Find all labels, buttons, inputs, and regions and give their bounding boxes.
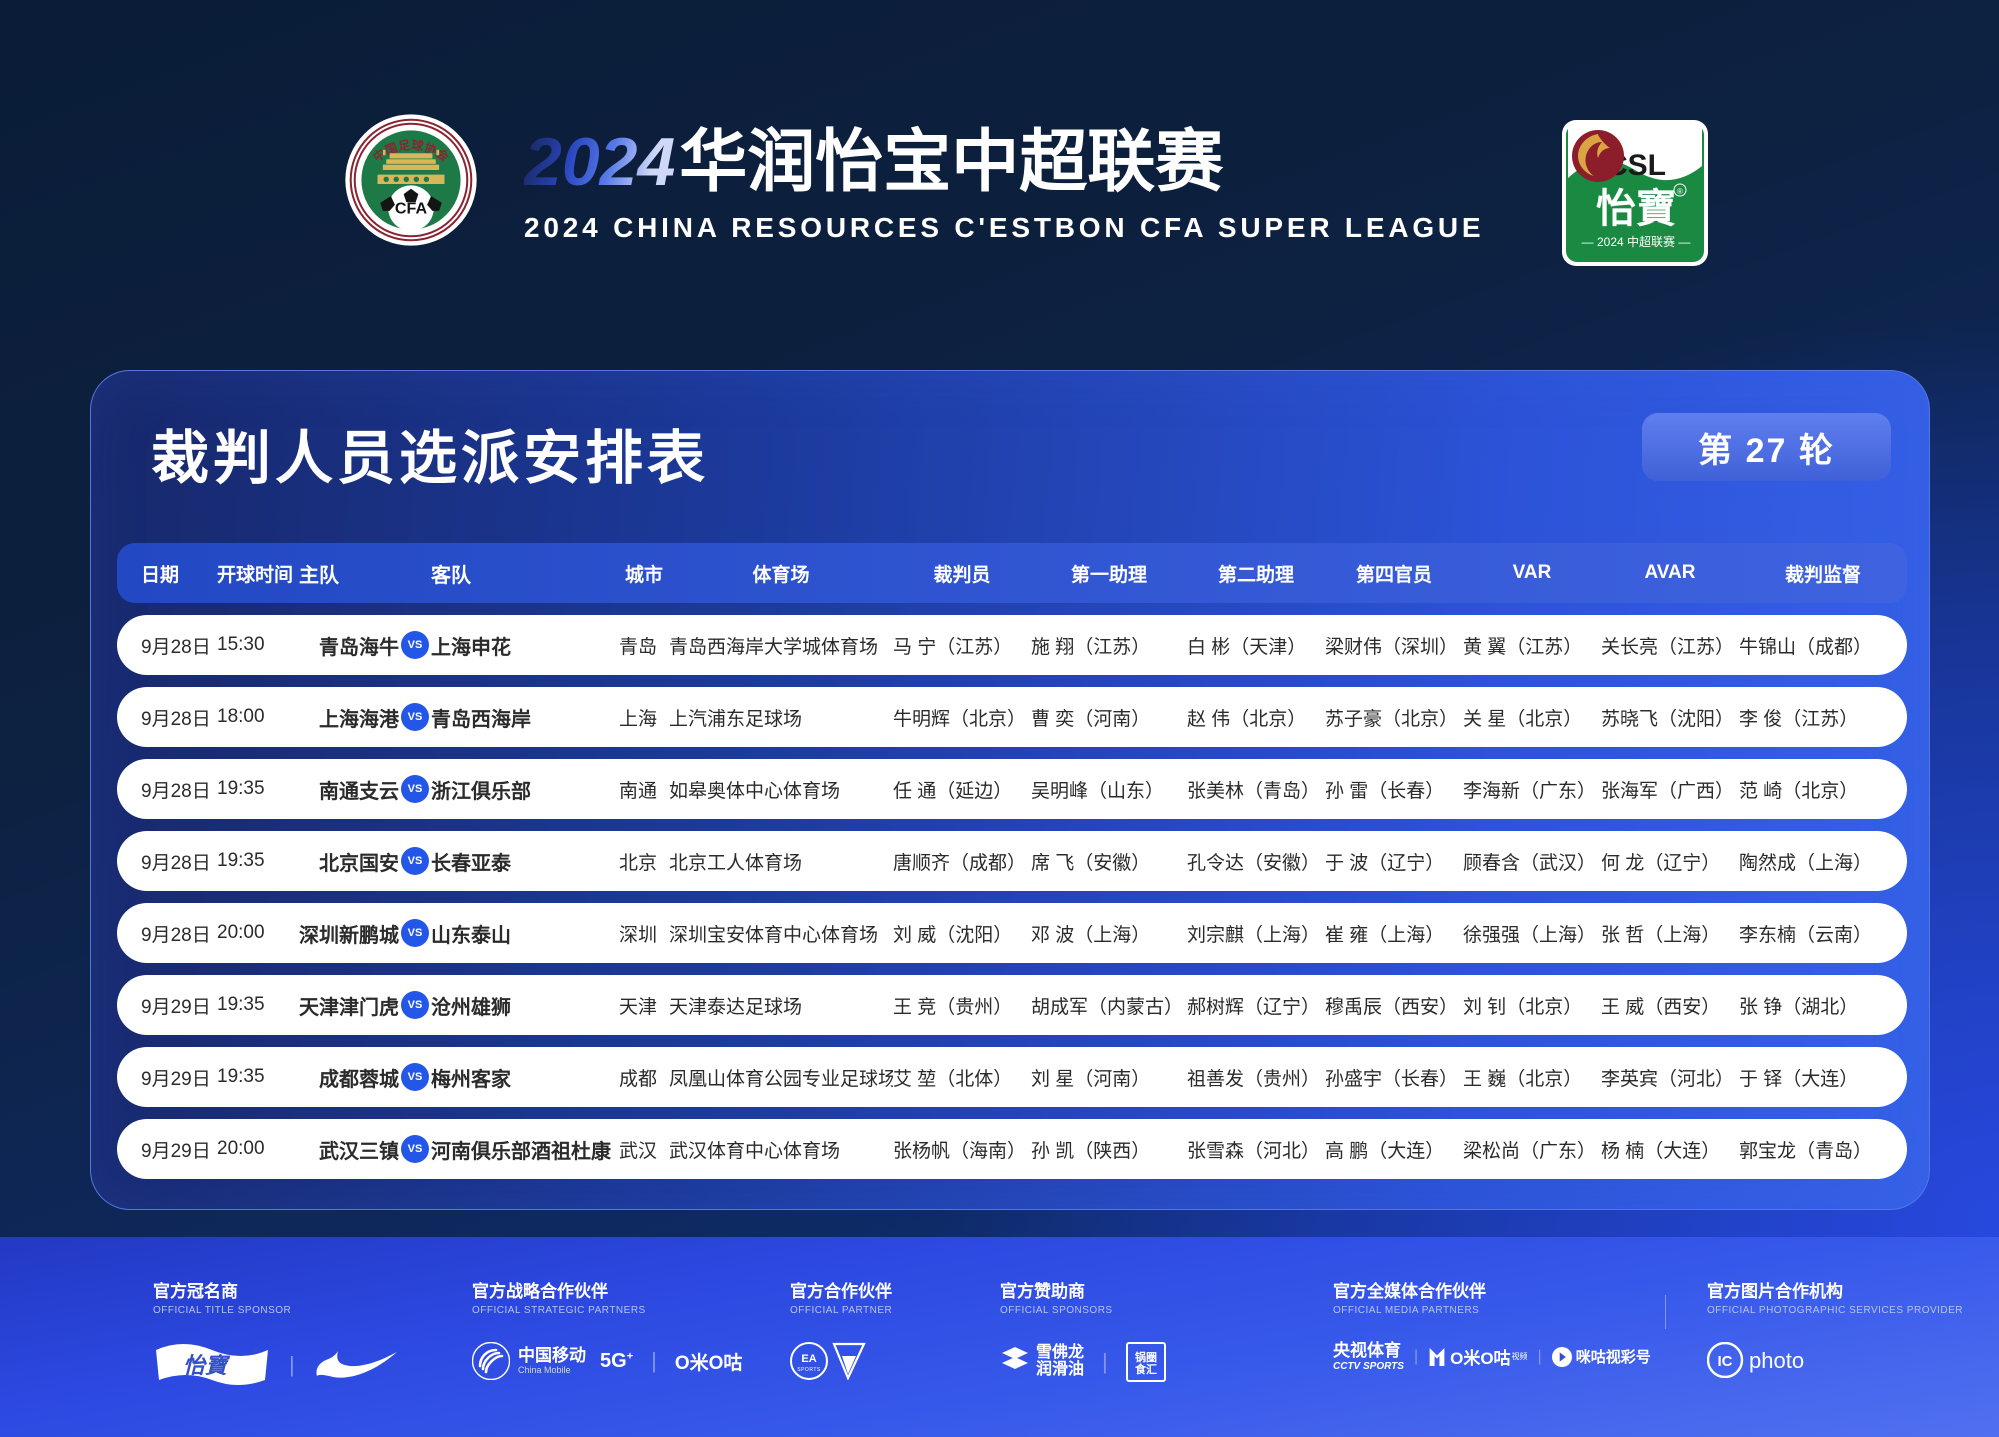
svg-text:怡寶: 怡寶 <box>1596 187 1676 231</box>
svg-text:食汇: 食汇 <box>1135 1362 1157 1376</box>
svg-text:怡寶: 怡寶 <box>183 1353 231 1378</box>
svg-text:SPORTS: SPORTS <box>797 1367 821 1373</box>
svg-text:photo: photo <box>1749 1348 1804 1373</box>
svg-text:IC: IC <box>1718 1353 1733 1370</box>
svg-text:®: ® <box>1677 187 1683 196</box>
svg-text:®: ® <box>253 1346 260 1356</box>
svg-text:CFA: CFA <box>395 200 428 218</box>
svg-text:EA: EA <box>801 1353 816 1365</box>
svg-text:— 2024 中超联赛 —: — 2024 中超联赛 — <box>1582 234 1691 249</box>
svg-text:锅圈: 锅圈 <box>1135 1350 1157 1364</box>
